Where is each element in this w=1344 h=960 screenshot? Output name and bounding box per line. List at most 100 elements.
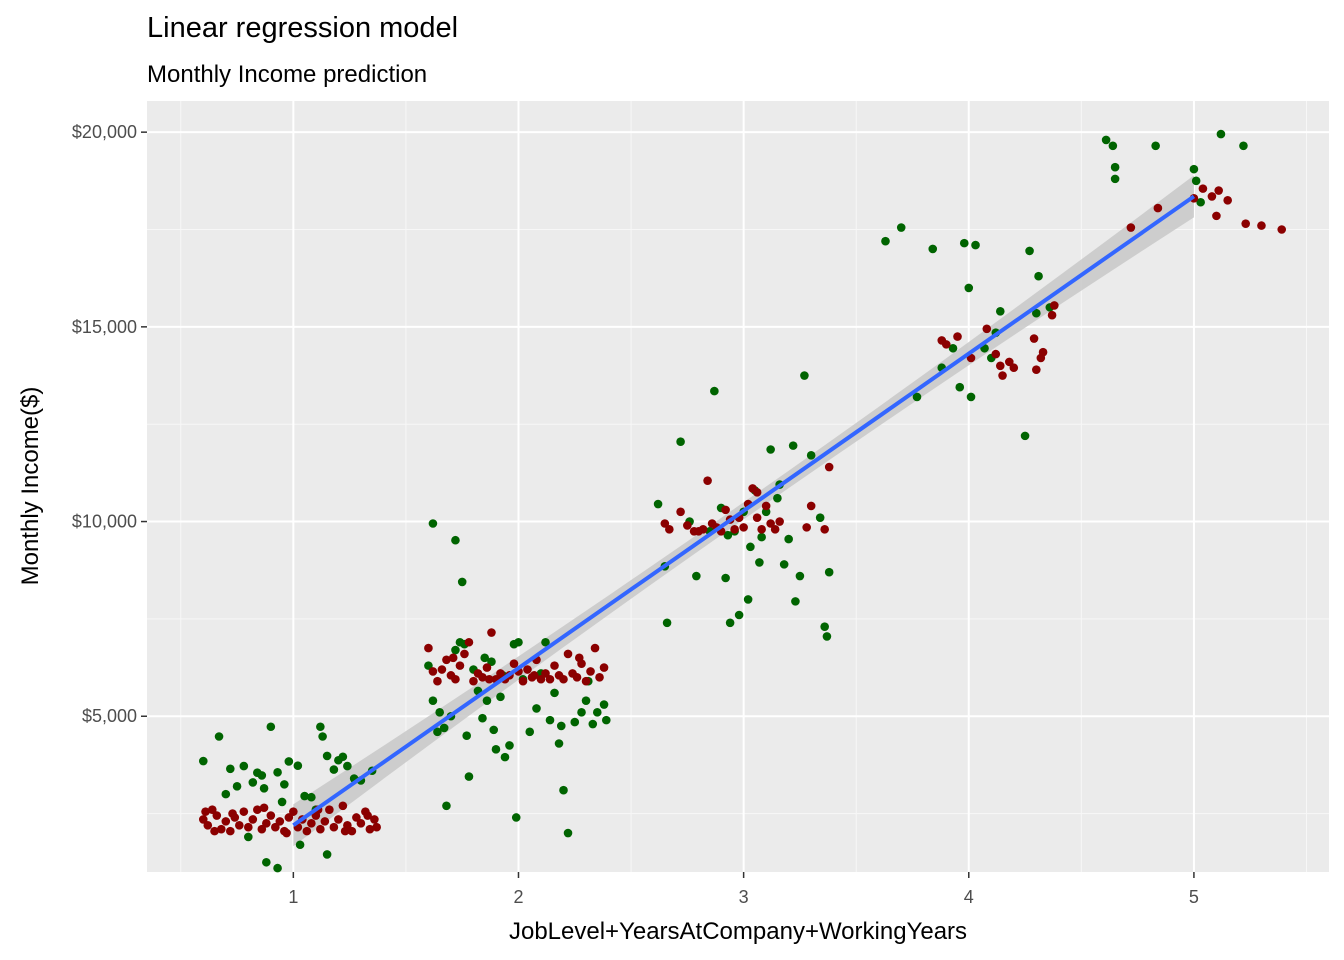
data-point-actual	[284, 757, 294, 766]
data-point-predicted	[320, 817, 330, 826]
data-point-predicted	[372, 822, 381, 832]
data-point-actual	[676, 437, 685, 447]
data-point-predicted	[484, 674, 494, 684]
data-point-actual	[725, 618, 735, 628]
regression-line-layer	[292, 194, 1196, 827]
data-point-actual	[525, 727, 535, 737]
data-point-actual	[1216, 129, 1226, 139]
data-point-actual	[266, 722, 276, 732]
data-point-predicted	[262, 819, 271, 828]
data-point-actual	[791, 597, 800, 606]
data-point-actual	[723, 530, 733, 540]
data-point-predicted	[451, 674, 460, 684]
data-point-actual	[773, 493, 782, 503]
data-point-actual	[1032, 308, 1041, 318]
data-point-actual	[556, 721, 566, 731]
data-point-actual	[662, 618, 672, 628]
data-point-predicted	[1004, 357, 1014, 367]
data-point-actual	[550, 688, 559, 698]
data-point-predicted	[1050, 301, 1059, 310]
y-tick-label: $20,000	[72, 122, 137, 142]
data-point-actual	[959, 238, 969, 248]
data-point-predicted	[1153, 203, 1163, 213]
data-point-actual	[532, 704, 541, 713]
data-point-predicted	[694, 526, 703, 536]
data-point-actual	[588, 719, 598, 729]
regression-line	[292, 194, 1196, 827]
data-point-predicted	[203, 820, 213, 830]
data-point-actual	[435, 708, 444, 717]
data-point-actual	[1110, 174, 1120, 184]
data-point-predicted	[487, 628, 496, 637]
data-point-actual	[1108, 141, 1118, 151]
data-point-actual	[451, 645, 460, 655]
data-point-predicted	[802, 523, 811, 532]
data-point-actual	[653, 499, 663, 509]
data-point-predicted	[210, 826, 219, 836]
data-point-predicted	[338, 801, 348, 811]
data-point-actual	[491, 745, 501, 754]
x-tick-label: 3	[739, 887, 749, 907]
data-point-predicted	[424, 643, 433, 653]
data-point-predicted	[352, 813, 361, 822]
data-point-predicted	[437, 665, 447, 674]
data-point-predicted	[775, 517, 784, 526]
data-point-predicted	[464, 637, 474, 647]
data-point-predicted	[599, 663, 609, 672]
data-point-actual	[511, 813, 521, 822]
data-point-predicted	[595, 673, 604, 682]
data-point-actual	[928, 244, 938, 254]
data-point-actual	[795, 571, 805, 581]
data-point-actual	[295, 840, 305, 850]
data-point-predicted	[284, 813, 294, 822]
data-point-actual	[1110, 162, 1120, 172]
data-point-predicted	[198, 815, 208, 824]
data-point-predicted	[226, 826, 235, 836]
data-point-actual	[257, 771, 267, 780]
data-point-actual	[262, 857, 271, 867]
data-point-predicted	[703, 476, 712, 485]
data-point-predicted	[478, 673, 487, 682]
data-point-actual	[505, 741, 514, 750]
data-point-actual	[964, 283, 974, 293]
data-point-actual	[442, 801, 451, 811]
data-point-actual	[734, 610, 744, 620]
data-point-actual	[226, 764, 235, 774]
data-point-predicted	[721, 505, 730, 515]
data-point-predicted	[998, 371, 1007, 380]
data-point-predicted	[1198, 184, 1208, 193]
data-point-actual	[1020, 431, 1030, 441]
data-point-actual	[1239, 141, 1248, 151]
x-tick-label: 5	[1189, 887, 1199, 907]
data-point-actual	[784, 534, 793, 544]
data-point-predicted	[460, 649, 469, 659]
data-point-actual	[214, 732, 224, 741]
data-point-predicted	[550, 661, 559, 670]
data-point-actual	[1025, 246, 1034, 256]
data-point-actual	[273, 768, 282, 777]
data-point-predicted	[757, 525, 766, 534]
data-point-actual	[280, 780, 289, 789]
data-point-predicted	[201, 807, 210, 816]
data-point-predicted	[559, 674, 568, 684]
data-point-actual	[577, 708, 586, 717]
data-point-predicted	[340, 826, 350, 836]
data-point-actual	[881, 236, 890, 246]
data-point-predicted	[325, 805, 334, 814]
data-point-predicted	[257, 824, 267, 834]
data-point-predicted	[363, 811, 372, 820]
data-point-actual	[457, 577, 467, 587]
data-point-actual	[1191, 176, 1201, 186]
data-point-actual	[743, 595, 753, 604]
data-point-predicted	[455, 661, 465, 670]
points-layer	[198, 129, 1287, 873]
data-point-actual	[496, 692, 505, 702]
data-point-predicted	[496, 669, 505, 678]
data-point-actual	[554, 739, 564, 748]
data-point-predicted	[316, 824, 325, 834]
data-point-predicted	[953, 332, 962, 341]
data-point-actual	[746, 542, 755, 552]
data-point-actual	[779, 560, 789, 569]
data-point-actual	[480, 653, 490, 663]
